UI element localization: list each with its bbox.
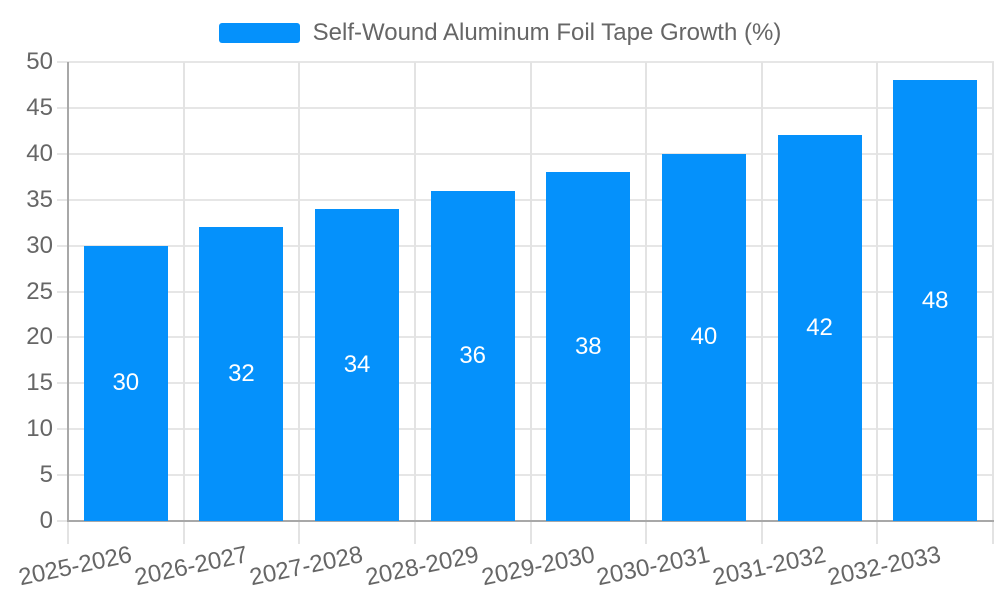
x-gridline	[182, 62, 185, 544]
y-gridline	[57, 290, 994, 293]
x-axis-tick-label: 2028-2029	[363, 541, 482, 592]
y-axis-tick-label: 20	[26, 323, 53, 351]
bar-value-label: 32	[228, 360, 255, 388]
bar-value-label: 30	[112, 369, 140, 397]
legend-color-swatch-icon	[218, 23, 300, 44]
x-gridline	[413, 62, 416, 544]
bar-2025-2026[interactable]	[83, 245, 168, 521]
x-gridline	[992, 62, 994, 544]
y-gridline	[57, 474, 994, 477]
x-axis-tick-label: 2027-2028	[247, 541, 366, 592]
y-axis-tick-label: 50	[26, 48, 53, 75]
bar-value-label: 36	[459, 341, 487, 369]
bar-2032-2033[interactable]	[893, 80, 978, 521]
y-axis-tick-label: 15	[26, 369, 53, 397]
bar-2028-2029[interactable]	[430, 190, 515, 521]
y-gridline	[57, 382, 994, 385]
x-axis-tick-label: 2030-2031	[594, 541, 713, 592]
x-tick-mark	[67, 522, 69, 544]
y-tick-mark	[57, 520, 68, 522]
y-axis-tick-label: 10	[26, 415, 53, 443]
y-axis-tick-label: 25	[26, 277, 53, 305]
legend-label: Self-Wound Aluminum Foil Tape Growth (%)	[312, 19, 782, 46]
bar-2030-2031[interactable]	[661, 153, 746, 521]
y-axis-tick-label: 40	[26, 139, 53, 167]
bar-2031-2032[interactable]	[777, 135, 862, 521]
y-axis-tick-label: 35	[26, 185, 53, 213]
x-gridline	[760, 62, 763, 544]
y-gridline	[57, 336, 994, 339]
bar-value-label: 42	[806, 314, 833, 342]
bar-2026-2027[interactable]	[199, 227, 284, 521]
bar-value-label: 48	[921, 286, 949, 314]
y-gridline	[57, 61, 994, 63]
x-axis-tick-label: 2025-2026	[16, 541, 135, 592]
x-axis-tick-label: 2032-2033	[825, 541, 944, 592]
x-gridline	[876, 62, 879, 544]
x-axis-tick-label: 2026-2027	[131, 541, 250, 592]
bar-2029-2030[interactable]	[546, 172, 631, 521]
x-gridline	[645, 62, 648, 544]
y-axis-tick-label: 5	[39, 461, 53, 489]
bar-value-label: 38	[574, 332, 602, 360]
y-gridline	[57, 152, 994, 155]
x-gridline	[298, 62, 301, 544]
y-axis-tick-label: 45	[26, 93, 53, 121]
x-gridline	[529, 62, 532, 544]
y-axis-tick-label: 0	[39, 507, 53, 534]
y-gridline	[57, 106, 994, 109]
y-axis-tick-label: 30	[26, 231, 53, 259]
y-axis-line	[67, 62, 69, 522]
x-axis-line	[67, 520, 994, 522]
bar-2027-2028[interactable]	[315, 208, 400, 521]
bar-value-label: 34	[343, 350, 371, 378]
bar-value-label: 40	[690, 323, 718, 351]
y-gridline	[57, 244, 994, 247]
x-axis-tick-label: 2031-2032	[710, 541, 828, 592]
chart-legend: Self-Wound Aluminum Foil Tape Growth (%)	[0, 19, 1000, 46]
y-gridline	[57, 428, 994, 431]
y-gridline	[57, 198, 994, 201]
x-axis-tick-label: 2029-2030	[478, 541, 597, 592]
legend-item[interactable]: Self-Wound Aluminum Foil Tape Growth (%)	[218, 19, 782, 46]
